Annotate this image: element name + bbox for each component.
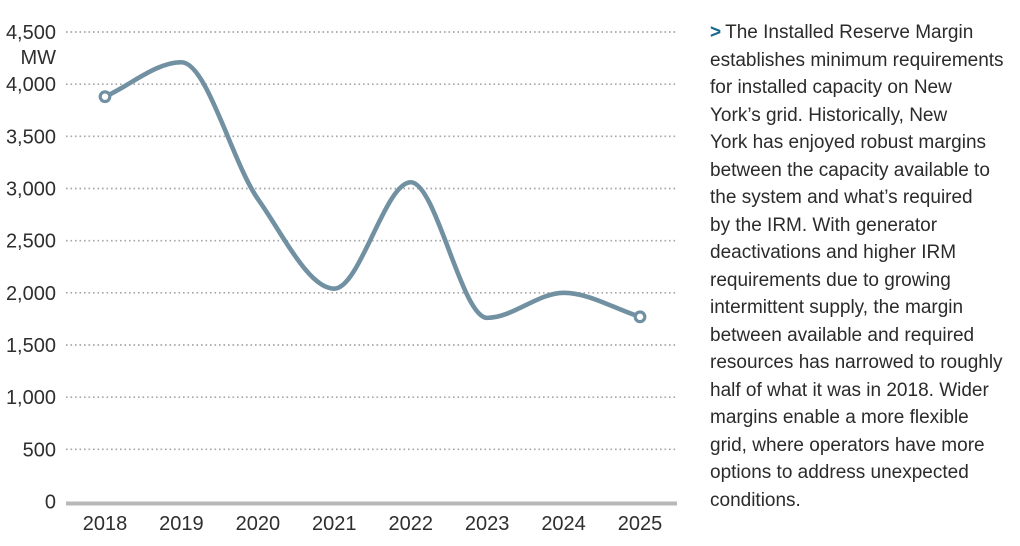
y-tick-label: 1,000 — [6, 387, 56, 409]
y-tick-label: 1,500 — [6, 335, 56, 357]
x-tick-label: 2019 — [159, 513, 204, 535]
x-tick-label: 2025 — [618, 513, 663, 535]
y-tick-label: 4,000 — [6, 74, 56, 96]
y-tick-label: 2,000 — [6, 283, 56, 305]
x-tick-label: 2018 — [83, 513, 128, 535]
y-tick-label: 500 — [23, 439, 56, 461]
reserve-margin-chart: 4,500 4,000 3,500 3,000 2,500 2,000 1,500 1,000… — [6, 22, 677, 535]
x-tick-label: 2021 — [312, 513, 357, 535]
bullet-arrow-icon: > — [710, 22, 722, 43]
endpoint-marker — [633, 310, 647, 324]
sidebar-note: > The Installed Reserve Margin establishe… — [710, 19, 1020, 514]
x-tick-label: 2022 — [388, 513, 433, 535]
y-tick-label: 3,500 — [6, 126, 56, 148]
y-tick-label: 2,500 — [6, 231, 56, 253]
x-tick-label: 2023 — [465, 513, 510, 535]
y-tick-label: 3,000 — [6, 179, 56, 201]
endpoint-marker — [98, 90, 112, 104]
y-tick-label: 4,500 — [6, 22, 56, 44]
note-text: The Installed Reserve Margin establishes… — [710, 22, 1004, 511]
data-line — [102, 59, 643, 321]
y-axis-unit-label: MW — [20, 47, 56, 69]
x-tick-label: 2020 — [236, 513, 281, 535]
x-tick-label: 2024 — [541, 513, 586, 535]
y-tick-label: 0 — [45, 492, 56, 514]
